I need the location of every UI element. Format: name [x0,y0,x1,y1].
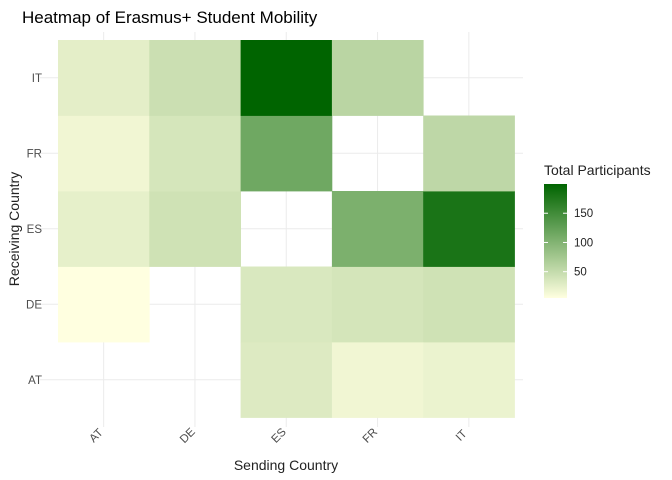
heatmap-cell-FR-IT [331,40,424,116]
x-axis-title: Sending Country [234,457,338,473]
legend: Total Participants 50 100 150 [544,162,651,298]
heatmap-cell-FR-DE [331,266,424,343]
heatmap-cell-DE-IT [149,40,241,116]
y-tick-label: AT [28,375,42,387]
heatmap-cells [58,40,515,418]
heatmap-cell-AT-IT [58,40,150,116]
heatmap-cell-AT-ES [58,191,150,267]
heatmap-cell-ES-DE [240,266,333,343]
x-axis-ticks: AT DE ES FR IT [87,426,469,446]
heatmap-cell-FR-AT [331,342,424,418]
y-axis-title: Receiving Country [6,172,22,286]
heatmap-cell-IT-ES [423,191,515,267]
legend-colorbar [544,184,567,298]
heatmap-cell-IT-FR [423,115,515,192]
x-tick-label: ES [270,426,290,446]
heatmap-cell-ES-IT [240,40,333,116]
y-axis-ticks: AT DE ES FR IT [26,73,42,387]
legend-title: Total Participants [544,162,651,178]
legend-tick-label: 100 [574,237,593,249]
heatmap-cell-ES-AT [240,342,333,418]
x-tick-label: DE [178,426,198,446]
heatmap-cell-FR-ES [331,191,424,267]
heatmap-cell-ES-FR [240,115,333,192]
chart-title: Heatmap of Erasmus+ Student Mobility [22,8,318,27]
legend-ticks: 50 100 150 [544,208,593,279]
x-tick-label: IT [454,428,470,444]
heatmap-cell-DE-ES [149,191,241,267]
legend-tick-label: 50 [574,267,587,279]
y-tick-label: DE [26,299,42,311]
y-tick-label: FR [27,148,42,160]
heatmap-cell-AT-FR [58,115,150,192]
heatmap-cell-IT-AT [423,342,515,418]
y-tick-label: ES [27,224,43,236]
heatmap-cell-IT-DE [423,266,515,343]
x-tick-label: AT [87,427,105,445]
x-tick-label: FR [361,426,380,445]
legend-tick-label: 150 [574,208,593,220]
heatmap-cell-DE-FR [149,115,241,192]
heatmap-cell-AT-DE [58,266,150,343]
y-tick-label: IT [32,73,42,85]
